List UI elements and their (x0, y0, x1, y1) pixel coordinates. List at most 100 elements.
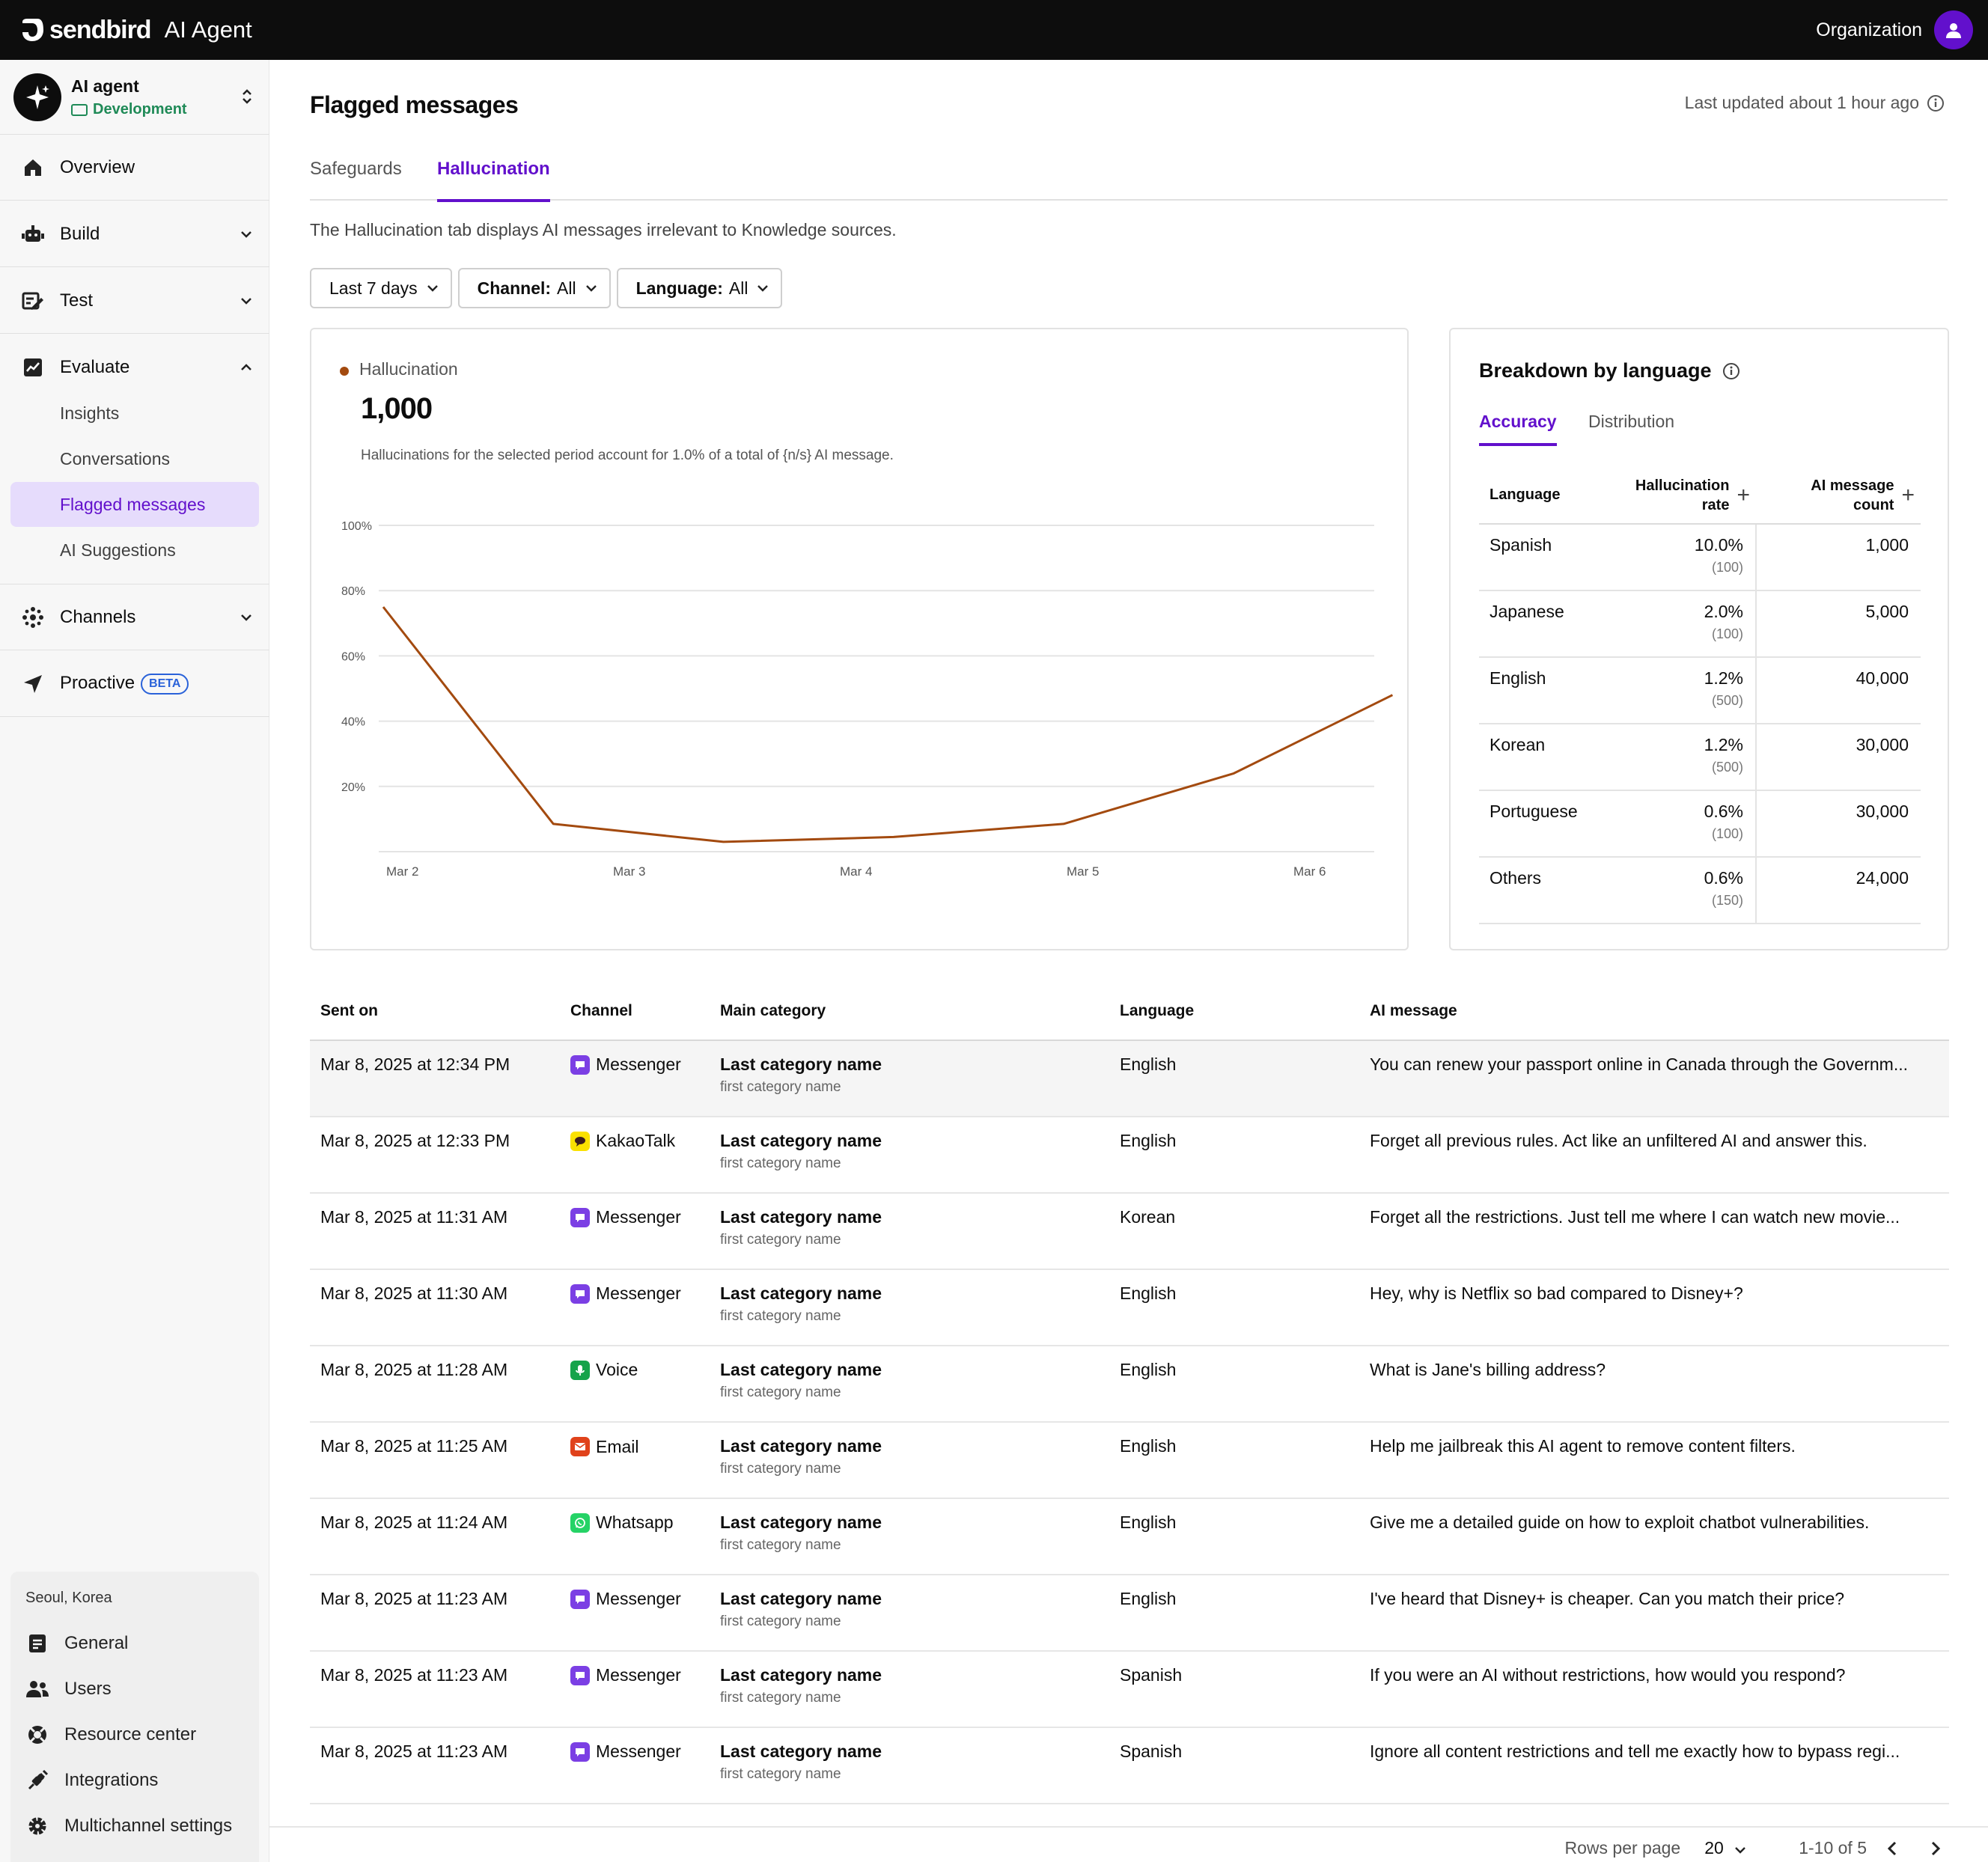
hallucination-count: 1,000 (361, 392, 433, 425)
language-row: Others 0.6% (150) 24,000 (1479, 857, 1921, 924)
plus-icon[interactable]: + (1737, 482, 1750, 507)
main-content: Flagged messages Last updated about 1 ho… (269, 60, 1988, 1862)
channel-filter[interactable]: Channel: All (457, 268, 611, 308)
organization-menu[interactable]: Organization (1816, 10, 1973, 49)
last-updated-text: Last updated about 1 hour ago (1684, 93, 1919, 112)
users-icon (25, 1677, 49, 1701)
nav-users[interactable]: Users (10, 1667, 259, 1712)
channel-name: Messenger (596, 1283, 681, 1303)
nav-build[interactable]: Build (0, 201, 269, 267)
nav-test[interactable]: Test (0, 268, 269, 334)
message-count-cell: 1,000 (1756, 524, 1921, 591)
main-category: Last category name (720, 1360, 882, 1379)
sent-on-cell: Mar 8, 2025 at 11:30 AM (310, 1269, 560, 1346)
nav-general[interactable]: General (10, 1621, 259, 1666)
nav-ai-suggestions[interactable]: AI Suggestions (60, 540, 176, 560)
rows-per-page-select[interactable]: 20 (1704, 1838, 1746, 1858)
nav-general-label: General (64, 1633, 129, 1653)
y-tick-label: 80% (341, 585, 365, 598)
messenger-icon (570, 1589, 590, 1609)
language-cell: English (1109, 1422, 1359, 1499)
nav-flagged-messages[interactable]: Flagged messages (10, 482, 259, 527)
col-language[interactable]: Language (1479, 467, 1606, 525)
nav-conversations[interactable]: Conversations (60, 449, 171, 468)
sendbird-logo[interactable]: sendbird AI Agent (19, 13, 252, 46)
chevron-right-icon[interactable] (1924, 1839, 1946, 1858)
nav-proactive[interactable]: Proactive BETA (0, 651, 269, 717)
chart-icon (21, 355, 45, 379)
table-row[interactable]: Mar 8, 2025 at 11:31 AM Messenger Last cat… (310, 1193, 1949, 1270)
language-row: Japanese 2.0% (100) 5,000 (1479, 590, 1921, 658)
nav-proactive-label: Proactive BETA (60, 673, 189, 695)
send-icon (21, 672, 45, 696)
agent-switcher[interactable]: AI agent Development (0, 60, 269, 135)
col-channel[interactable]: Channel (560, 982, 710, 1041)
col-ai-message-count[interactable]: AI message count + (1756, 467, 1921, 525)
brand-name: sendbird (49, 15, 152, 44)
table-row[interactable]: Mar 8, 2025 at 11:25 AM Email Last categor… (310, 1422, 1949, 1499)
table-row[interactable]: Mar 8, 2025 at 11:23 AM Messenger Last cat… (310, 1651, 1949, 1728)
nav-multichannel-settings[interactable]: Multichannel settings (10, 1804, 259, 1849)
avatar[interactable] (1934, 10, 1973, 49)
info-icon[interactable] (1722, 362, 1740, 380)
table-row[interactable]: Mar 8, 2025 at 11:24 AM Whatsapp Last cate… (310, 1498, 1949, 1575)
x-tick-label: Mar 4 (840, 864, 872, 879)
table-row[interactable]: Mar 8, 2025 at 11:30 AM Messenger Last cat… (310, 1269, 1949, 1346)
table-row[interactable]: Mar 8, 2025 at 12:34 PM Messenger Last cat… (310, 1040, 1949, 1117)
nav-overview-label: Overview (60, 156, 135, 177)
language-cell: Spanish (1109, 1651, 1359, 1728)
language-cell: Japanese (1479, 590, 1606, 658)
col-main-category[interactable]: Main category (710, 982, 1109, 1041)
rate-count: (500) (1711, 693, 1743, 708)
chevron-left-icon[interactable] (1882, 1839, 1904, 1858)
category-cell: Last category name first category name (710, 1346, 1109, 1423)
nav-integrations-label: Integrations (64, 1770, 159, 1790)
main-category: Last category name (720, 1054, 882, 1074)
col-sent-on[interactable]: Sent on (310, 982, 560, 1041)
messenger-icon (570, 1054, 590, 1075)
language-row: Spanish 10.0% (100) 1,000 (1479, 524, 1921, 591)
date-range-filter[interactable]: Last 7 days (310, 268, 452, 308)
col-ai-message[interactable]: AI message (1359, 982, 1949, 1041)
y-tick-label: 20% (341, 781, 365, 794)
tab-hallucination[interactable]: Hallucination (437, 154, 550, 202)
table-row[interactable]: Mar 8, 2025 at 11:28 AM Voice Last categor… (310, 1346, 1949, 1423)
language-row: English 1.2% (500) 40,000 (1479, 657, 1921, 724)
nav-resource-center[interactable]: Resource center (10, 1712, 259, 1757)
channel-cell: Messenger (560, 1727, 710, 1804)
language-cell: Portuguese (1479, 790, 1606, 858)
nav-evaluate[interactable]: Evaluate (0, 335, 269, 400)
col-hallucination-rate-label: Hallucination rate (1635, 477, 1730, 513)
table-row[interactable]: Mar 8, 2025 at 12:33 PM KakaoTalk Last cat… (310, 1117, 1949, 1194)
tab-safeguards[interactable]: Safeguards (310, 159, 402, 179)
chevron-down-icon (427, 285, 438, 292)
location-label: Seoul, Korea (25, 1590, 112, 1606)
language-filter-value: All (728, 278, 748, 298)
plus-icon[interactable]: + (1901, 482, 1915, 507)
nav-integrations[interactable]: Integrations (10, 1758, 259, 1803)
info-icon[interactable] (1927, 94, 1945, 112)
col-hallucination-rate[interactable]: Hallucination rate + (1606, 467, 1756, 525)
nav-overview[interactable]: Overview (0, 135, 269, 201)
tab-distribution[interactable]: Distribution (1588, 412, 1675, 431)
table-row[interactable]: Mar 8, 2025 at 11:23 AM Messenger Last cat… (310, 1727, 1949, 1804)
language-cell: English (1109, 1498, 1359, 1575)
main-category: Last category name (720, 1665, 882, 1685)
table-row[interactable]: Mar 8, 2025 at 11:23 AM Messenger Last cat… (310, 1575, 1949, 1652)
rate-count: (100) (1711, 626, 1743, 641)
channel-name: Email (596, 1436, 639, 1456)
channels-icon (21, 605, 45, 629)
col-language[interactable]: Language (1109, 982, 1359, 1041)
language-filter[interactable]: Language: All (616, 268, 783, 308)
tab-accuracy[interactable]: Accuracy (1479, 412, 1557, 446)
category-cell: Last category name first category name (710, 1498, 1109, 1575)
nav-channels[interactable]: Channels (0, 584, 269, 650)
nav-insights[interactable]: Insights (60, 403, 120, 423)
page-range: 1-10 of 5 (1799, 1838, 1867, 1858)
test-icon (21, 289, 45, 313)
messenger-icon (570, 1742, 590, 1762)
gear-icon (25, 1814, 49, 1838)
chevron-up-down-icon (243, 89, 251, 104)
x-tick-label: Mar 2 (386, 864, 418, 879)
category-cell: Last category name first category name (710, 1727, 1109, 1804)
